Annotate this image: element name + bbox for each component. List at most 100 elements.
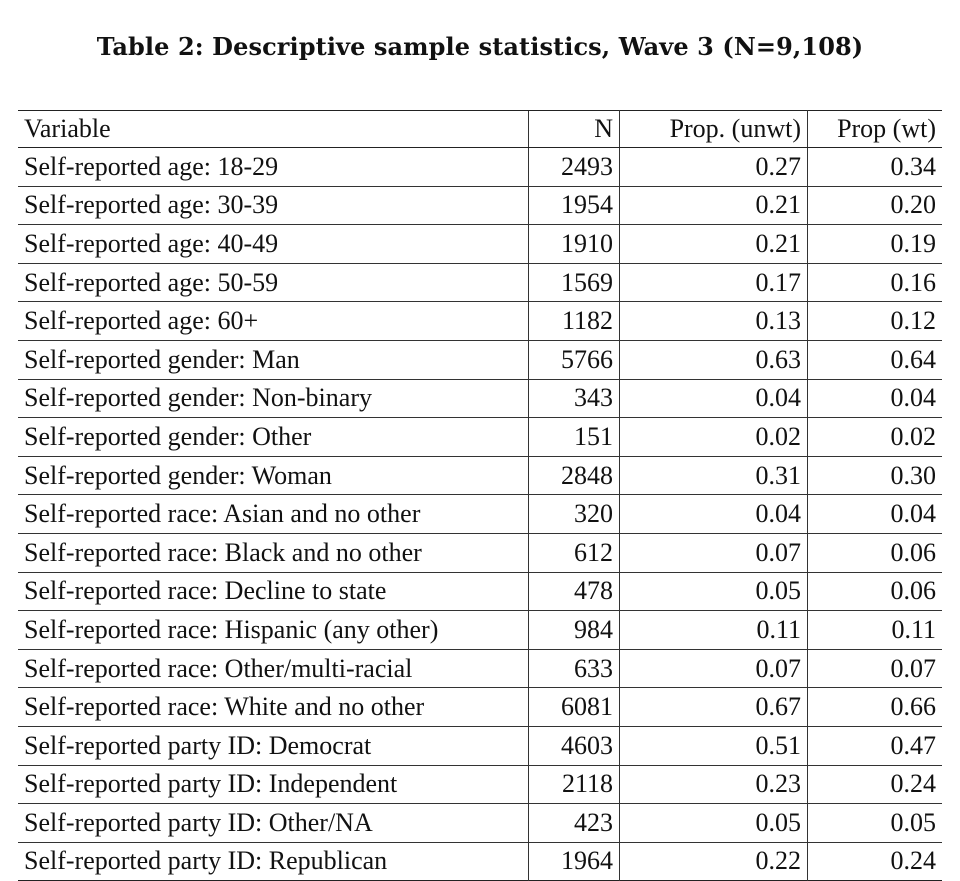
cell-prop-wt: 0.02	[890, 421, 937, 451]
cell-n: 343	[528, 379, 620, 418]
cell-variable: Self-reported party ID: Independent	[24, 769, 398, 799]
cell-n: 633	[528, 649, 620, 688]
cell-variable: Self-reported race: Decline to state	[24, 576, 387, 606]
cell-variable: Self-reported gender: Non-binary	[24, 383, 372, 413]
cell-n: 1910	[528, 224, 620, 264]
cell-variable: Self-reported race: Asian and no other	[24, 499, 421, 529]
cell-prop-unwt: 0.05	[619, 803, 808, 843]
cell-variable: Self-reported gender: Woman	[24, 460, 332, 490]
cell-n: 320	[528, 494, 620, 534]
cell-prop-wt: 0.47	[890, 730, 937, 760]
column-header-prop-unwt: Prop. (unwt)	[619, 110, 808, 148]
table-header-row: Variable N Prop. (unwt) Prop (wt)	[18, 110, 942, 148]
cell-variable: Self-reported age: 50-59	[24, 267, 279, 297]
cell-prop-wt: 0.24	[890, 769, 937, 799]
cell-n: 1964	[528, 842, 620, 881]
column-header-prop-wt: Prop (wt)	[807, 110, 942, 148]
cell-variable: Self-reported party ID: Democrat	[24, 730, 372, 760]
cell-prop-wt: 0.24	[890, 846, 937, 876]
cell-n: 984	[528, 610, 620, 650]
cell-n: 2848	[528, 456, 620, 495]
cell-prop-unwt: 0.31	[619, 456, 808, 495]
cell-prop-unwt: 0.04	[619, 494, 808, 534]
cell-n: 5766	[528, 340, 620, 380]
cell-variable: Self-reported age: 18-29	[24, 151, 279, 181]
cell-prop-wt: 0.19	[890, 228, 937, 258]
table-row: Self-reported age: 18-29 2493 0.27 0.34	[18, 147, 942, 187]
cell-prop-wt: 0.11	[891, 614, 936, 644]
cell-variable: Self-reported age: 40-49	[24, 228, 279, 258]
cell-variable: Self-reported age: 60+	[24, 306, 259, 336]
cell-n: 6081	[528, 687, 620, 727]
cell-n: 1569	[528, 263, 620, 302]
column-header-n: N	[528, 110, 620, 148]
cell-prop-unwt: 0.27	[619, 147, 808, 187]
cell-prop-wt: 0.20	[890, 190, 937, 220]
cell-prop-wt: 0.34	[890, 151, 937, 181]
cell-prop-unwt: 0.22	[619, 842, 808, 881]
cell-prop-unwt: 0.04	[619, 379, 808, 418]
cell-prop-unwt: 0.67	[619, 687, 808, 727]
statistics-table: Variable N Prop. (unwt) Prop (wt) Self-r…	[18, 110, 942, 881]
table-row: Self-reported race: White and no other 60…	[18, 687, 942, 727]
cell-variable: Self-reported party ID: Other/NA	[24, 807, 373, 837]
cell-prop-unwt: 0.63	[619, 340, 808, 380]
cell-prop-wt: 0.06	[890, 537, 937, 567]
cell-prop-unwt: 0.21	[619, 186, 808, 225]
cell-prop-wt: 0.66	[890, 692, 937, 722]
cell-prop-wt: 0.30	[890, 460, 937, 490]
cell-variable: Self-reported gender: Man	[24, 344, 300, 374]
cell-n: 151	[528, 417, 620, 457]
cell-n: 2493	[528, 147, 620, 187]
cell-prop-wt: 0.07	[890, 653, 937, 683]
table-body: Self-reported age: 18-29 2493 0.27 0.34 Self…	[18, 147, 942, 881]
cell-prop-wt: 0.04	[890, 499, 937, 529]
column-header-variable: Variable	[18, 110, 529, 148]
cell-n: 612	[528, 533, 620, 573]
cell-prop-unwt: 0.51	[619, 726, 808, 765]
table-row: Self-reported age: 50-59 1569 0.17 0.16	[18, 263, 942, 302]
table-row: Self-reported party ID: Other/NA 423 0.05 0…	[18, 803, 942, 843]
cell-prop-unwt: 0.17	[619, 263, 808, 302]
table-row: Self-reported party ID: Republican 1964 0.…	[18, 842, 942, 881]
table-row: Self-reported party ID: Democrat 4603 0.51…	[18, 726, 942, 765]
cell-variable: Self-reported age: 30-39	[24, 190, 279, 220]
table-caption: Table 2: Descriptive sample statistics, …	[96, 32, 864, 61]
cell-prop-wt: 0.06	[890, 576, 937, 606]
cell-n: 2118	[528, 765, 620, 804]
cell-n: 4603	[528, 726, 620, 765]
cell-n: 1182	[528, 301, 620, 341]
table-row: Self-reported gender: Woman 2848 0.31 0.30	[18, 456, 942, 495]
cell-variable: Self-reported race: White and no other	[24, 692, 425, 722]
table-row: Self-reported age: 40-49 1910 0.21 0.19	[18, 224, 942, 264]
cell-n: 478	[528, 572, 620, 611]
cell-prop-unwt: 0.13	[619, 301, 808, 341]
cell-prop-unwt: 0.23	[619, 765, 808, 804]
cell-prop-wt: 0.64	[890, 344, 937, 374]
cell-prop-wt: 0.16	[890, 267, 937, 297]
cell-prop-unwt: 0.02	[619, 417, 808, 457]
cell-prop-unwt: 0.07	[619, 649, 808, 688]
cell-prop-wt: 0.04	[890, 383, 937, 413]
table-row: Self-reported race: Decline to state 478 0…	[18, 572, 942, 611]
cell-n: 1954	[528, 186, 620, 225]
table-row: Self-reported race: Black and no other 61…	[18, 533, 942, 573]
table-row: Self-reported gender: Man 5766 0.63 0.64	[18, 340, 942, 380]
table-row: Self-reported gender: Other 151 0.02 0.02	[18, 417, 942, 457]
cell-prop-unwt: 0.05	[619, 572, 808, 611]
table-row: Self-reported race: Other/multi-racial 63…	[18, 649, 942, 688]
cell-prop-unwt: 0.21	[619, 224, 808, 264]
cell-variable: Self-reported race: Hispanic (any other)	[24, 614, 439, 644]
cell-prop-wt: 0.12	[890, 306, 937, 336]
table-row: Self-reported gender: Non-binary 343 0.04 0…	[18, 379, 942, 418]
table-row: Self-reported race: Hispanic (any other)…	[18, 610, 942, 650]
cell-variable: Self-reported gender: Other	[24, 421, 312, 451]
table-row: Self-reported race: Asian and no other 32…	[18, 494, 942, 534]
cell-variable: Self-reported race: Other/multi-racial	[24, 653, 413, 683]
table-row: Self-reported age: 60+ 1182 0.13 0.12	[18, 301, 942, 341]
table-row: Self-reported party ID: Independent 2118 0…	[18, 765, 942, 804]
cell-variable: Self-reported race: Black and no other	[24, 537, 422, 567]
cell-prop-unwt: 0.11	[619, 610, 808, 650]
cell-n: 423	[528, 803, 620, 843]
cell-variable: Self-reported party ID: Republican	[24, 846, 388, 876]
